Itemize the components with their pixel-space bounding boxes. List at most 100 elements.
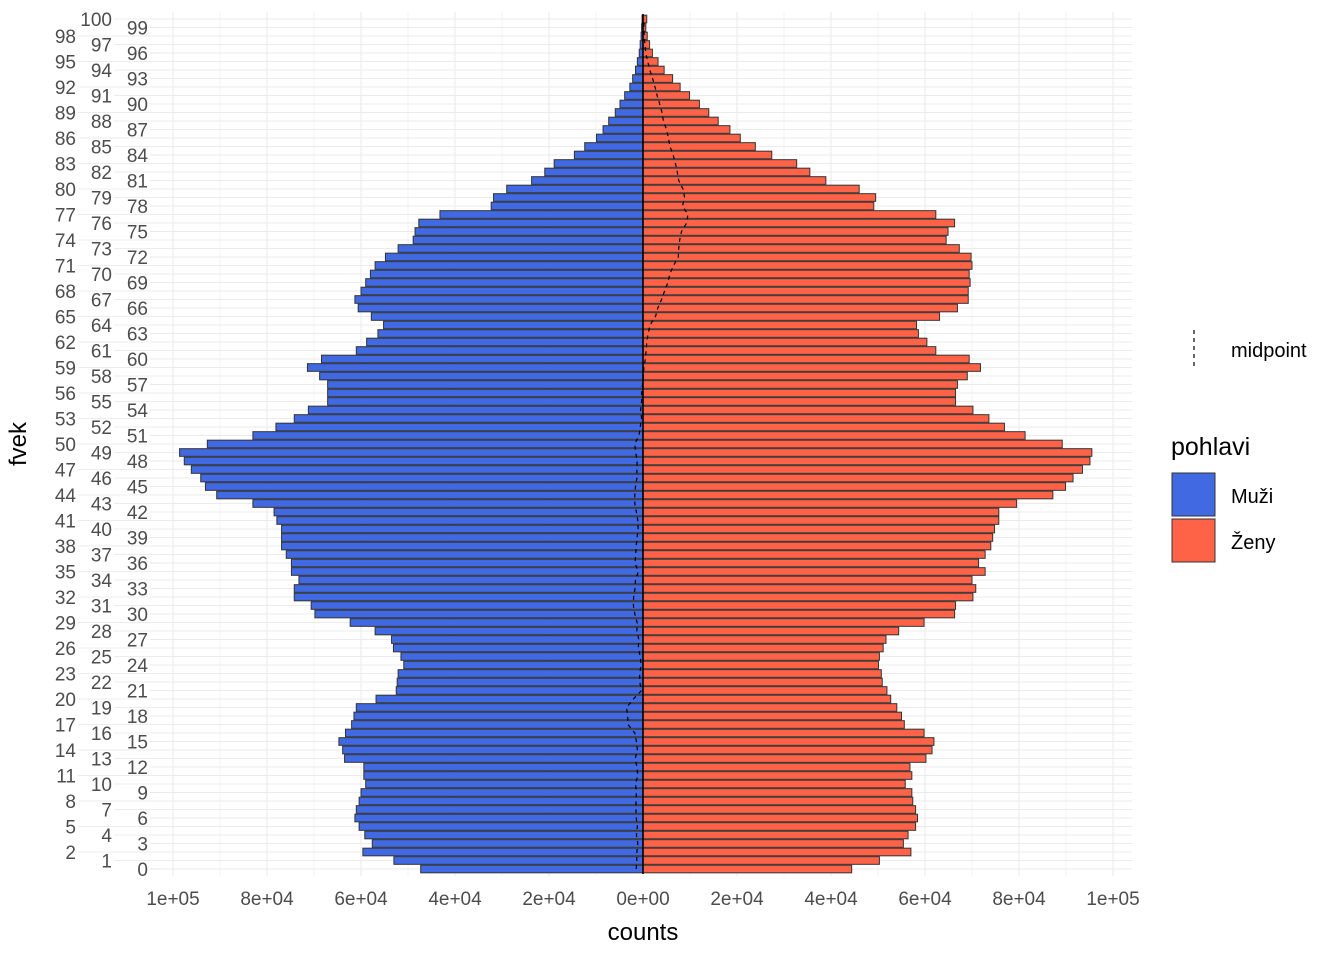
bar-muzi-age-62 (366, 337, 644, 347)
bar-zeny-age-5 (642, 822, 917, 831)
bar-zeny-age-79 (642, 193, 877, 202)
bar-muzi-age-7 (355, 805, 644, 814)
y-tick-label: 35 (55, 563, 76, 584)
y-tick-label: 77 (55, 206, 76, 227)
bar-muzi-age-39 (281, 533, 644, 542)
y-tick-label: 89 (55, 104, 76, 125)
y-tick-label: 4 (101, 826, 112, 847)
bar-zeny-age-70 (642, 269, 970, 279)
bar-muzi-age-78 (490, 201, 644, 211)
bar-zeny-age-50 (642, 439, 1063, 449)
bar-muzi-age-15 (338, 737, 644, 746)
y-tick-label: 30 (127, 605, 148, 626)
bar-zeny-age-65 (642, 312, 941, 321)
y-tick-label: 98 (55, 27, 76, 48)
y-tick-label: 33 (127, 580, 148, 601)
bar-zeny-age-90 (642, 99, 700, 109)
y-tick-label: 56 (55, 384, 76, 405)
y-tick-label: 36 (127, 554, 148, 575)
bar-zeny-age-36 (642, 558, 980, 568)
y-tick-label: 17 (55, 716, 76, 737)
bar-muzi-age-16 (344, 728, 644, 738)
bar-zeny-age-54 (642, 405, 974, 415)
bar-muzi-age-52 (275, 422, 644, 432)
bar-muzi-age-77 (439, 210, 644, 219)
midpoint-line-group (625, 18, 689, 870)
y-tick-label: 82 (91, 163, 112, 184)
legend: midpoint pohlavi Muži Ženy (1171, 330, 1307, 563)
y-tick-label: 90 (127, 95, 148, 116)
bar-zeny-age-45 (642, 482, 1067, 491)
bar-muzi-age-60 (321, 354, 644, 364)
bars (179, 14, 1093, 874)
bar-muzi-age-27 (391, 635, 644, 644)
bar-muzi-age-70 (369, 269, 644, 279)
y-tick-label: 76 (91, 214, 112, 235)
bar-zeny-age-67 (642, 295, 969, 304)
y-tick-label: 13 (91, 750, 112, 771)
bar-muzi-age-53 (293, 414, 644, 423)
x-tick-label: 6e+04 (334, 889, 388, 910)
bar-zeny-age-88 (642, 116, 719, 126)
bar-zeny-age-92 (642, 82, 681, 92)
bar-muzi-age-57 (327, 380, 644, 389)
y-tick-label: 11 (56, 767, 76, 788)
bar-muzi-age-86 (595, 133, 644, 143)
y-tick-label: 43 (91, 495, 112, 516)
y-tick-label: 18 (127, 707, 148, 728)
bar-muzi-age-31 (310, 601, 644, 610)
y-tick-label: 58 (91, 367, 112, 388)
y-tick-label: 8 (65, 792, 76, 813)
x-tick-label: 1e+05 (1086, 889, 1139, 910)
y-tick-label: 65 (55, 308, 76, 329)
bar-muzi-age-68 (360, 286, 644, 296)
y-tick-label: 96 (127, 44, 148, 65)
y-tick-label: 31 (91, 597, 112, 618)
bar-zeny-age-96 (642, 48, 653, 58)
bar-zeny-age-4 (642, 830, 909, 840)
bar-zeny-age-27 (642, 635, 887, 644)
bar-muzi-age-22 (396, 677, 644, 687)
bar-muzi-age-21 (395, 686, 644, 695)
bar-zeny-age-89 (642, 108, 710, 117)
bar-zeny-age-29 (642, 618, 925, 627)
bar-zeny-age-69 (642, 278, 971, 287)
bar-zeny-age-35 (642, 567, 986, 576)
bar-zeny-age-32 (642, 592, 974, 602)
bar-zeny-age-0 (642, 864, 853, 874)
bar-muzi-age-0 (420, 864, 644, 874)
bar-zeny-age-38 (642, 541, 992, 551)
bar-muzi-age-66 (357, 303, 644, 313)
bar-muzi-age-43 (252, 499, 644, 508)
bar-muzi-age-35 (290, 567, 644, 576)
x-tick-label: 8e+04 (992, 889, 1046, 910)
midpoint-line (625, 18, 689, 870)
bar-muzi-age-56 (327, 388, 644, 398)
y-tick-label: 59 (55, 359, 76, 380)
bar-zeny-age-20 (642, 694, 892, 704)
bar-muzi-age-10 (365, 779, 644, 789)
bar-zeny-age-58 (642, 371, 968, 381)
x-tick-label: 8e+04 (240, 889, 294, 910)
bar-zeny-age-9 (642, 788, 913, 797)
y-tick-label: 20 (55, 690, 76, 711)
bar-zeny-age-7 (642, 805, 917, 814)
bar-zeny-age-82 (642, 167, 811, 177)
y-tick-label: 75 (127, 223, 148, 244)
bar-zeny-age-26 (642, 643, 884, 653)
bar-zeny-age-47 (642, 465, 1083, 474)
y-tick-label: 25 (91, 648, 112, 669)
bar-muzi-age-73 (397, 244, 644, 253)
y-tick-label: 48 (127, 452, 148, 473)
bar-muzi-age-34 (298, 575, 644, 585)
y-tick-label: 87 (127, 121, 148, 142)
y-tick-label: 6 (137, 809, 148, 830)
y-tick-label: 62 (55, 333, 76, 354)
bar-zeny-age-71 (642, 261, 973, 270)
y-tick-label: 95 (55, 53, 76, 74)
bar-muzi-age-42 (273, 507, 644, 517)
y-tick-label: 81 (127, 172, 148, 193)
bar-zeny-age-46 (642, 473, 1074, 483)
bar-muzi-age-65 (370, 312, 644, 321)
bar-zeny-age-13 (642, 754, 927, 763)
